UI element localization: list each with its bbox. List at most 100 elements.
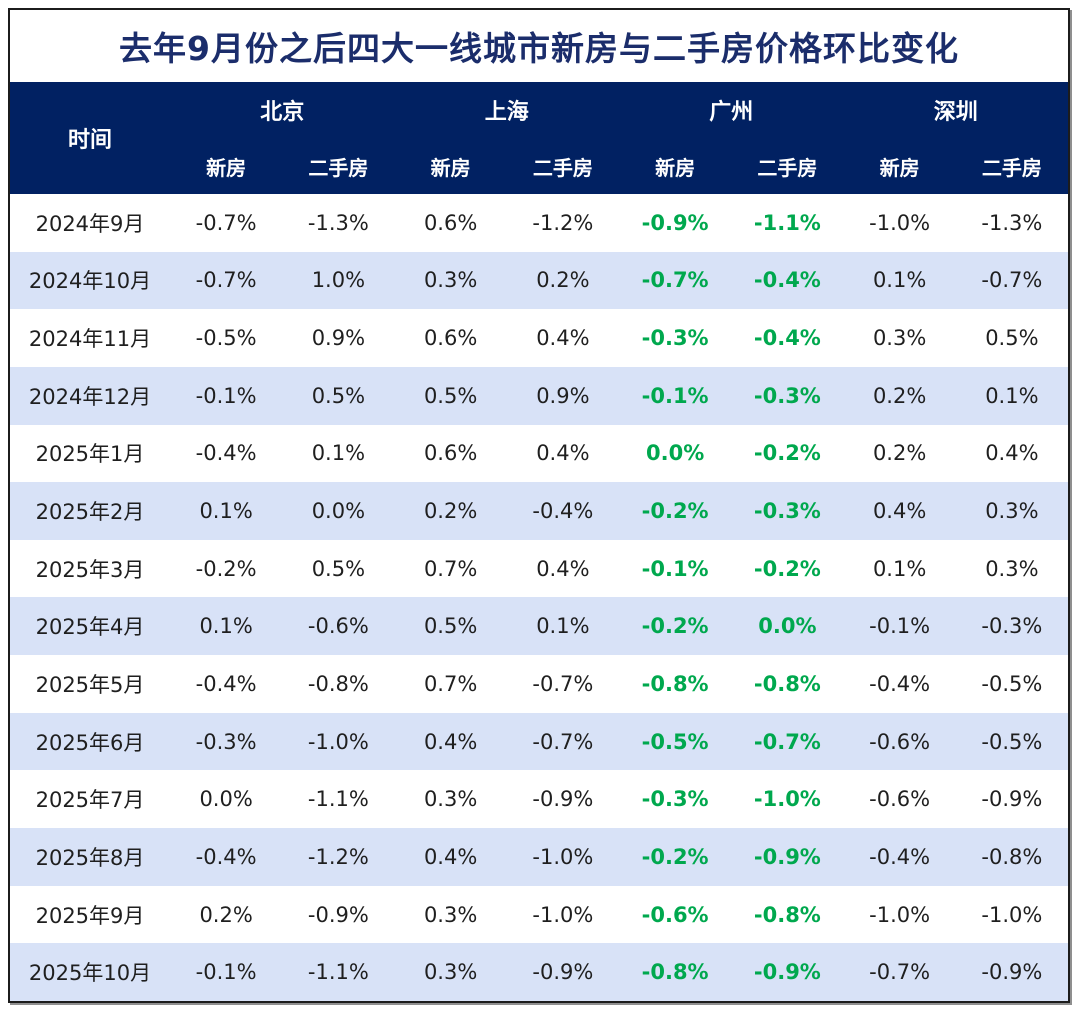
table-row: 2025年6月 -0.3% -1.0% 0.4% -0.7% -0.5% -0.7% -0.6… [10, 712, 1068, 771]
row-time: 2025年4月 [35, 615, 145, 640]
cell-value: 0.5% [311, 556, 366, 581]
table-row: 2024年11月 -0.5% 0.9% 0.6% 0.4% -0.3% -0.4% 0.3% 0… [10, 309, 1068, 367]
cell-value: 0.7% [423, 671, 478, 696]
cell-value: 0.4% [536, 441, 590, 466]
row-time: 2025年6月 [35, 730, 145, 755]
subheader-shanghai-secondhand: 二手房 [506, 138, 619, 194]
cell-value: 0.6% [423, 210, 478, 235]
cell-value: 0.4% [536, 556, 590, 581]
table-row: 2025年8月 -0.4% -1.2% 0.4% -1.0% -0.2% -0.9% -0.4… [10, 828, 1068, 886]
column-header-time: 时间 [10, 82, 170, 194]
cell-value: -0.3% [195, 729, 257, 754]
cell-value: -0.2% [753, 441, 821, 466]
cell-value: -1.0% [532, 902, 594, 927]
table-body: 2024年9月 -0.7% -1.3% 0.6% -1.2% -0.9% -1.1% -1.0… [10, 194, 1068, 1001]
cell-value: 0.3% [423, 268, 478, 293]
cell-value: -0.3% [753, 499, 821, 524]
cell-value: -0.1% [641, 556, 709, 581]
cell-value: -0.5% [981, 671, 1043, 696]
row-time: 2025年1月 [35, 442, 145, 467]
cell-value: 0.5% [423, 614, 478, 639]
cell-value: 1.0% [311, 268, 366, 293]
cell-value: -0.4% [532, 499, 594, 524]
cell-value: 0.1% [199, 614, 253, 639]
cell-value: -0.8% [641, 960, 709, 985]
cell-value: 0.5% [423, 383, 478, 408]
cell-value: 0.0% [758, 614, 817, 639]
table-row: 2024年10月 -0.7% 1.0% 0.3% 0.2% -0.7% -0.4% 0.1% -… [10, 251, 1068, 310]
row-time: 2025年9月 [35, 903, 145, 928]
table-row: 2025年2月 0.1% 0.0% 0.2% -0.4% -0.2% -0.3% 0.4% 0.… [10, 482, 1068, 540]
cell-value: -1.3% [981, 210, 1043, 235]
subheader-shenzhen-new: 新房 [843, 138, 956, 194]
subheader-beijing-secondhand: 二手房 [282, 138, 395, 194]
table-row: 2025年3月 -0.2% 0.5% 0.7% 0.4% -0.1% -0.2% 0.1% 0.… [10, 539, 1068, 598]
cell-value: -0.7% [195, 268, 257, 293]
cell-value: -0.6% [641, 902, 709, 927]
cell-value: 0.3% [985, 499, 1039, 524]
row-time: 2025年5月 [35, 672, 145, 697]
table-row: 2025年4月 0.1% -0.6% 0.5% 0.1% -0.2% 0.0% -0.1% -0… [10, 597, 1068, 656]
cell-value: -0.4% [195, 671, 257, 696]
table-row: 2025年9月 0.2% -0.9% 0.3% -1.0% -0.6% -0.8% -1.0%… [10, 885, 1068, 944]
cell-value: 0.3% [872, 326, 927, 351]
cell-value: -0.8% [981, 844, 1043, 869]
page-title: 去年9月份之后四大一线城市新房与二手房价格环比变化 [119, 29, 959, 68]
cell-value: -0.4% [753, 326, 821, 351]
cell-value: -0.7% [532, 729, 594, 754]
cell-value: 0.3% [423, 787, 478, 812]
cell-value: -1.1% [307, 787, 369, 812]
cell-value: -0.1% [869, 614, 931, 639]
row-time: 2025年10月 [28, 961, 152, 986]
cell-value: -0.2% [641, 499, 709, 524]
cell-value: 0.3% [423, 960, 478, 985]
cell-value: -0.2% [641, 844, 709, 869]
price-change-table: 时间 北京 上海 广州 深圳 新房 二手房 新房 二手房 新房 二手房 新房 二… [10, 82, 1068, 1001]
cell-value: 0.1% [872, 268, 927, 293]
cell-value: -0.6% [869, 787, 931, 812]
cell-value: 0.4% [423, 844, 478, 869]
cell-value: 0.9% [536, 383, 590, 408]
table-row: 2025年7月 0.0% -1.1% 0.3% -0.9% -0.3% -1.0% -0.6%… [10, 770, 1068, 829]
cell-value: 0.7% [423, 556, 478, 581]
table-row: 2024年12月 -0.1% 0.5% 0.5% 0.9% -0.1% -0.3% 0.2% 0… [10, 366, 1068, 425]
column-header-shenzhen: 深圳 [843, 82, 1068, 138]
cell-value: -1.2% [307, 844, 369, 869]
row-time: 2025年2月 [35, 500, 145, 525]
cell-value: -0.7% [753, 729, 821, 754]
cell-value: -1.0% [869, 210, 931, 235]
cell-value: 0.5% [985, 326, 1039, 351]
cell-value: 0.9% [311, 326, 366, 351]
cell-value: -1.0% [981, 902, 1043, 927]
cell-value: 0.4% [872, 499, 927, 524]
cell-value: -0.8% [753, 902, 821, 927]
cell-value: -0.1% [195, 960, 257, 985]
cell-value: -0.3% [753, 383, 821, 408]
table-frame: 去年9月份之后四大一线城市新房与二手房价格环比变化 时间 北京 上海 广州 深圳… [8, 8, 1070, 1003]
cell-value: 0.6% [423, 441, 478, 466]
cell-value: -0.9% [981, 960, 1043, 985]
cell-value: -1.0% [869, 902, 931, 927]
cell-value: 0.3% [423, 902, 478, 927]
row-time: 2024年11月 [28, 327, 152, 352]
cell-value: 0.2% [536, 268, 590, 293]
subheader-shanghai-new: 新房 [394, 138, 507, 194]
cell-value: -1.1% [307, 960, 369, 985]
cell-value: -0.1% [641, 383, 709, 408]
row-time: 2024年12月 [28, 384, 152, 409]
cell-value: 0.2% [423, 499, 478, 524]
cell-value: -0.3% [981, 614, 1043, 639]
column-header-guangzhou: 广州 [619, 82, 844, 138]
cell-value: -0.3% [641, 326, 709, 351]
row-time: 2025年3月 [35, 557, 145, 582]
column-header-beijing: 北京 [170, 82, 395, 138]
table-header: 时间 北京 上海 广州 深圳 新房 二手房 新房 二手房 新房 二手房 新房 二… [10, 82, 1068, 194]
cell-value: 0.5% [311, 383, 366, 408]
cell-value: -0.2% [195, 556, 257, 581]
cell-value: -0.7% [532, 671, 594, 696]
cell-value: -0.9% [532, 787, 594, 812]
cell-value: -1.0% [753, 787, 821, 812]
cell-value: -0.8% [307, 671, 369, 696]
cell-value: -0.6% [869, 729, 931, 754]
cell-value: -0.9% [307, 902, 369, 927]
